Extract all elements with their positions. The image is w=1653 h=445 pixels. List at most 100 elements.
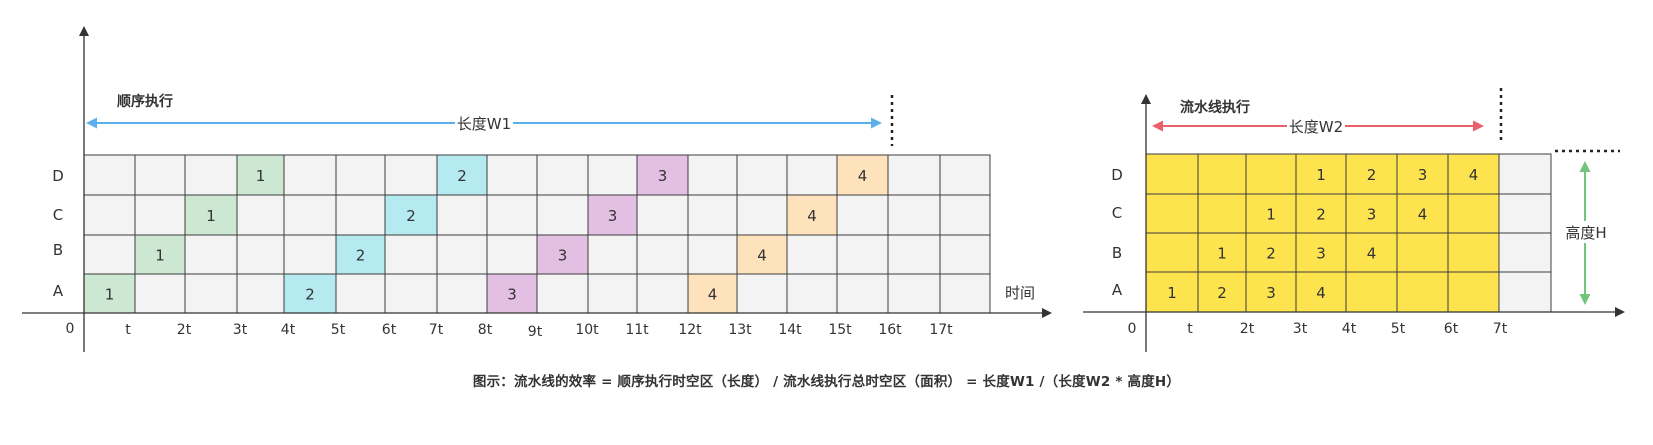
task-label: 4	[1316, 284, 1326, 302]
pipeline-cell	[1396, 193, 1449, 234]
grid-cell	[636, 194, 689, 236]
task-cell	[786, 194, 838, 236]
x-axis-arrow	[1042, 308, 1052, 318]
w2-label: 长度W2	[1289, 118, 1343, 136]
task-cell	[736, 234, 788, 275]
task-cell	[184, 194, 238, 236]
pipeline-cell	[1295, 153, 1347, 195]
grid-cell	[536, 154, 589, 196]
task-label: 1	[1266, 206, 1276, 224]
grid-cell	[736, 154, 788, 196]
grid-cell	[283, 234, 337, 275]
task-label: 3	[1316, 245, 1326, 263]
tick-label: 9t	[528, 324, 543, 340]
grid-cell	[236, 273, 285, 314]
task-label: 3	[1418, 166, 1428, 184]
task-label: 1	[1167, 284, 1177, 302]
tick-label: 17t	[929, 322, 953, 338]
w2-arrow-left	[1152, 120, 1163, 132]
task-label: 2	[1367, 166, 1377, 184]
pipeline-cell	[1197, 271, 1247, 313]
task-label: 4	[807, 207, 817, 225]
grid-cell	[836, 273, 889, 314]
grid-cell	[486, 154, 538, 196]
grid-cell	[83, 234, 136, 275]
task-label: 3	[507, 286, 517, 304]
task-cell	[587, 194, 638, 236]
grid-cell	[786, 234, 838, 275]
w2-arrow-right	[1473, 120, 1484, 132]
task-label: 4	[708, 286, 718, 304]
grid-cell	[836, 234, 889, 275]
h-arrow-bottom	[1579, 294, 1591, 305]
grid-cell	[134, 154, 186, 196]
task-label: 1	[256, 167, 266, 185]
task-label: 4	[1418, 206, 1428, 224]
y-axis-arrow	[79, 26, 89, 36]
grid-cell	[939, 194, 991, 236]
grid-cell	[236, 234, 285, 275]
task-label: 3	[558, 247, 568, 265]
pipeline-cell	[1447, 232, 1500, 273]
grid-cell	[184, 273, 238, 314]
task-label: 2	[1266, 245, 1276, 263]
right-title: 流水线执行	[1180, 99, 1250, 116]
grid-cell	[939, 154, 991, 196]
pipeline-cell	[1245, 193, 1297, 234]
grid-cell	[887, 154, 941, 196]
stage-label: A	[1112, 281, 1123, 299]
pipeline-cell	[1295, 271, 1347, 313]
task-cell	[687, 273, 738, 314]
grid-cell	[786, 273, 838, 314]
tick-label: 14t	[778, 322, 802, 338]
grid-cell	[335, 194, 386, 236]
tick-label: 8t	[478, 322, 493, 338]
tick-label: 6t	[1444, 321, 1459, 337]
grid-cell	[587, 234, 638, 275]
tick-label: 13t	[728, 322, 752, 338]
tick-label: 6t	[382, 322, 397, 338]
grid-cell	[687, 234, 738, 275]
tick-label: 5t	[1391, 321, 1406, 337]
task-label: 4	[1367, 245, 1377, 263]
task-label: 1	[206, 207, 216, 225]
grid-cell	[486, 234, 538, 275]
tick-label: t	[125, 322, 131, 338]
h-label-bg	[1560, 221, 1610, 243]
task-cell	[384, 194, 438, 236]
pipeline-cell	[1295, 232, 1347, 273]
task-cell	[134, 234, 186, 275]
task-cell	[236, 154, 285, 196]
grid-cell	[887, 273, 941, 314]
tick-label: 10t	[575, 322, 599, 338]
grid-cell	[335, 273, 386, 314]
origin-label: 0	[66, 321, 75, 337]
w1-label-bg	[455, 112, 513, 134]
stage-label: D	[52, 167, 64, 185]
tick-label: 7t	[429, 322, 444, 338]
tick-label: 2t	[1240, 321, 1255, 337]
grid-cell	[335, 154, 386, 196]
task-label: 2	[1217, 284, 1227, 302]
task-label: 1	[105, 286, 115, 304]
task-label: 2	[1316, 206, 1326, 224]
task-cell	[636, 154, 689, 196]
grid-cell	[1498, 153, 1552, 195]
task-label: 1	[155, 247, 165, 265]
w2-label-bg	[1287, 115, 1345, 137]
grid-cell	[536, 273, 589, 314]
grid-cell	[939, 273, 991, 314]
pipeline-cell	[1396, 232, 1449, 273]
pipeline-cell	[1145, 232, 1199, 273]
w1-arrow-right	[871, 117, 882, 129]
pipeline-cell	[1245, 153, 1297, 195]
stage-label: B	[1112, 244, 1122, 262]
x-axis-label: 时间	[1005, 284, 1035, 302]
task-cell	[436, 154, 488, 196]
pipeline-cell	[1245, 232, 1297, 273]
task-cell	[283, 273, 337, 314]
grid-cell	[83, 194, 136, 236]
grid-cell	[283, 154, 337, 196]
pipeline-cell	[1145, 153, 1199, 195]
